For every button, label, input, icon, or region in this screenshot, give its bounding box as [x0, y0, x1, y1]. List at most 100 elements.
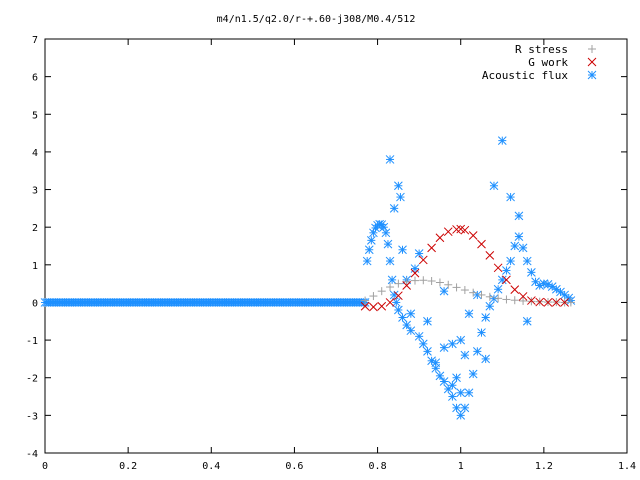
data-point	[460, 225, 470, 235]
data-point	[460, 350, 470, 360]
x-tick-label: 1	[458, 461, 464, 472]
y-tick-label: -2	[26, 374, 38, 385]
data-point	[398, 245, 407, 255]
data-point	[522, 256, 532, 266]
y-tick-label: 4	[32, 148, 38, 159]
data-point	[385, 155, 395, 164]
data-point	[418, 339, 428, 349]
data-point	[396, 192, 405, 202]
data-point	[510, 285, 520, 295]
data-point	[389, 290, 399, 300]
data-point	[435, 371, 445, 381]
data-point	[460, 286, 469, 295]
data-point	[566, 298, 575, 307]
x-tick-label: 0	[42, 461, 48, 472]
data-point	[527, 296, 536, 305]
data-point	[452, 283, 461, 292]
y-tick-label: -4	[26, 449, 38, 460]
data-point	[468, 369, 478, 379]
data-point	[369, 292, 378, 301]
data-point	[427, 277, 436, 286]
data-point	[506, 192, 515, 202]
data-point	[444, 280, 453, 289]
data-point	[485, 251, 495, 260]
data-point	[423, 347, 432, 356]
data-point	[448, 392, 457, 401]
data-point	[387, 275, 397, 285]
data-point	[439, 377, 449, 386]
data-point	[431, 358, 441, 368]
data-point	[364, 245, 374, 255]
data-point	[481, 354, 491, 364]
y-axis: -4 -3 -2 -1 0 1 2 3 4 5 6 7	[26, 35, 627, 460]
data-point	[410, 276, 419, 285]
data-point	[448, 339, 457, 349]
data-point	[406, 309, 416, 319]
data-point	[510, 241, 520, 251]
data-point	[477, 290, 486, 299]
data-point	[452, 225, 461, 234]
data-point	[485, 301, 495, 311]
data-point	[477, 239, 486, 249]
data-point	[381, 228, 391, 238]
data-point	[414, 331, 424, 341]
data-point	[543, 298, 553, 307]
y-tick-label: 3	[32, 186, 38, 197]
data-point	[556, 287, 565, 297]
y-tick-label: 0	[32, 298, 38, 309]
legend-label: Acoustic flux	[482, 69, 568, 82]
data-point	[389, 204, 399, 213]
data-point	[456, 388, 466, 398]
data-point	[489, 181, 499, 191]
data-point	[518, 243, 528, 253]
data-point	[472, 347, 482, 356]
data-point	[402, 281, 412, 290]
x-axis: 0 0.2 0.4 0.6 0.8 1 1.2 1.4	[42, 39, 636, 472]
data-point	[383, 239, 393, 249]
data-point	[394, 291, 403, 301]
y-tick-label: 5	[32, 110, 38, 121]
data-point	[439, 343, 449, 352]
data-point	[494, 294, 503, 303]
data-point	[460, 403, 470, 413]
data-point	[468, 231, 478, 240]
data-point	[435, 233, 445, 243]
data-point	[369, 228, 378, 238]
data-point	[452, 403, 461, 413]
data-point	[402, 277, 411, 286]
data-point	[410, 268, 420, 278]
data-point	[551, 298, 561, 307]
data-point	[493, 263, 503, 273]
data-point	[502, 266, 511, 275]
chart-title: m4/n1.5/q2.0/r-+.60-j308/M0.4/512	[217, 14, 416, 25]
data-point	[502, 275, 511, 285]
legend-label: G work	[528, 56, 568, 69]
data-point	[423, 316, 432, 326]
data-point	[510, 296, 519, 305]
data-point	[394, 279, 403, 288]
series-acoustic-flux	[362, 136, 576, 420]
data-point	[514, 232, 524, 241]
data-point	[394, 305, 403, 315]
data-point	[497, 136, 507, 145]
data-point	[443, 227, 453, 237]
data-point	[410, 264, 420, 273]
acoustic-flux-zero-baseline	[40, 298, 370, 307]
data-point	[518, 292, 528, 301]
data-point	[377, 301, 387, 311]
data-point	[469, 288, 478, 297]
legend-marker	[587, 70, 597, 80]
plot-frame	[44, 38, 628, 454]
data-point	[362, 256, 372, 266]
data-point	[456, 335, 466, 345]
series-r-stress	[361, 276, 575, 307]
data-point	[402, 320, 412, 330]
data-point	[406, 326, 416, 336]
x-tick-label: 0.4	[202, 461, 220, 472]
data-point	[391, 298, 401, 307]
data-point	[535, 297, 545, 307]
data-point	[481, 313, 491, 322]
data-point	[361, 296, 370, 305]
data-point	[543, 280, 553, 289]
